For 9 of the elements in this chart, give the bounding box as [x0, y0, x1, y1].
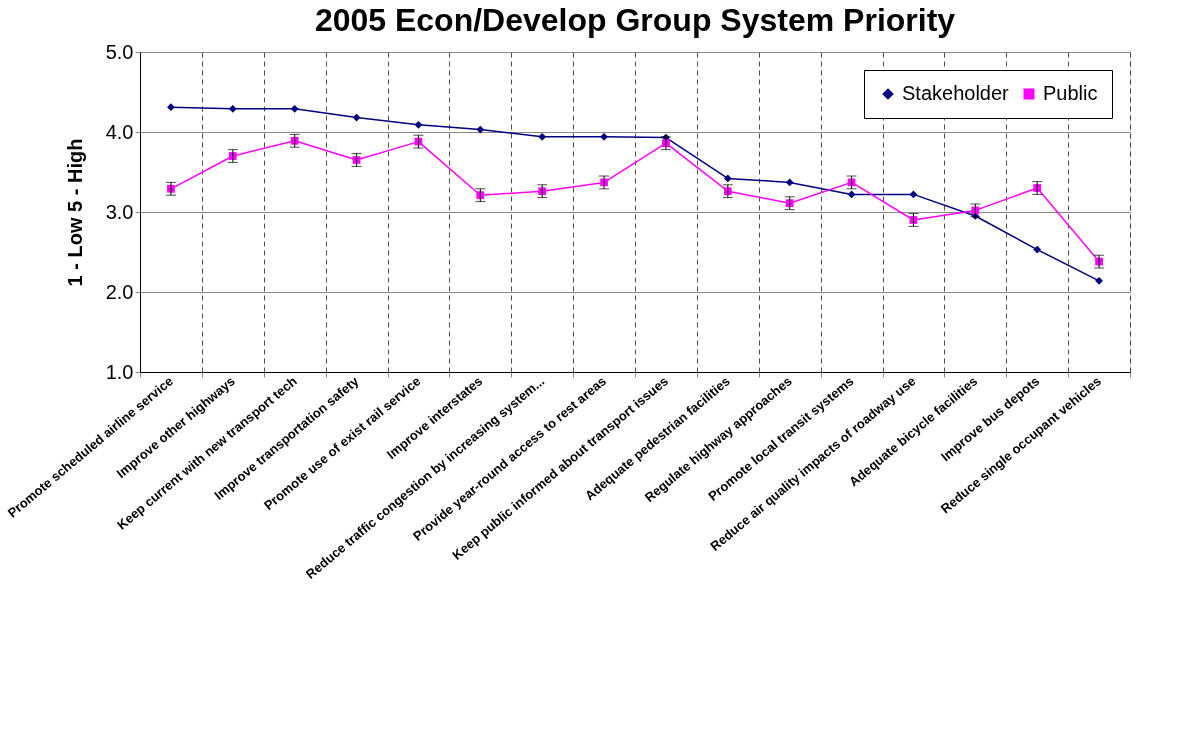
- y-tick-label: 4.0: [105, 120, 134, 143]
- y-tick-label: 5.0: [105, 40, 134, 63]
- legend-label: Public: [1043, 82, 1098, 104]
- y-tick-label: 3.0: [105, 200, 134, 223]
- y-axis-title: 1 - Low 5 - High: [63, 138, 86, 287]
- chart-title: 2005 Econ/Develop Group System Priority: [314, 2, 956, 38]
- y-tick-label: 1.0: [105, 360, 134, 383]
- y-tick-label: 2.0: [105, 280, 134, 303]
- legend-label: Stakeholder: [902, 82, 1010, 104]
